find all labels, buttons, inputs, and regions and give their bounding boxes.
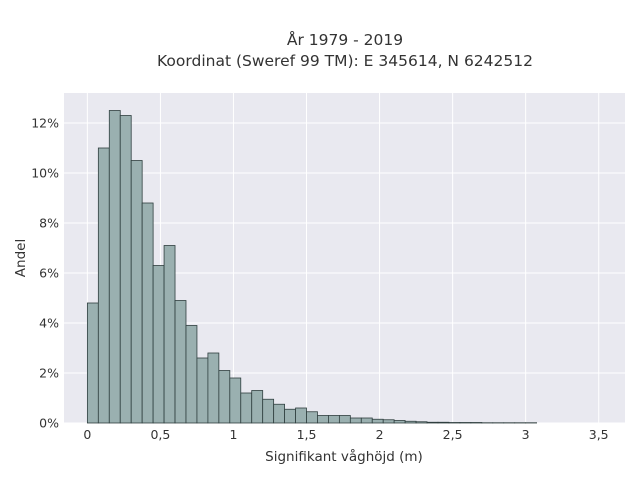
histogram-bar (185, 325, 198, 424)
histogram-bar (152, 265, 165, 424)
histogram-bar (306, 411, 318, 424)
histogram-bar (97, 147, 110, 424)
histogram-bar (196, 357, 209, 424)
x-tick-label: 0,5 (150, 427, 170, 442)
histogram-bar (382, 419, 395, 424)
y-tick-label: 2% (39, 366, 59, 381)
histogram-bar (229, 377, 242, 424)
histogram-bar (349, 417, 362, 424)
x-tick-label: 2 (376, 427, 384, 442)
histogram-bar (130, 160, 143, 424)
histogram-bar (262, 398, 275, 424)
histogram-bar (119, 115, 132, 424)
histogram-bar (371, 418, 384, 424)
histogram-bar (415, 421, 428, 424)
histogram-bar (328, 415, 340, 424)
histogram-bar (86, 302, 99, 424)
x-tick-label: 0 (83, 427, 91, 442)
histogram-bar (360, 417, 373, 424)
histogram-bar (207, 352, 220, 424)
histogram-bar (393, 420, 406, 424)
histogram-bar (163, 245, 176, 424)
x-tick-label: 3,5 (589, 427, 609, 442)
x-axis-ticks: 0 0,5 1 1,5 2 2,5 3 3,5 (83, 427, 608, 442)
histogram-bar (174, 300, 187, 424)
histogram-bars (86, 110, 538, 424)
y-axis-ticks: 0% 2% 4% 6% 8% 10% 12% (31, 116, 59, 431)
histogram-bar (338, 415, 351, 424)
chart-title: År 1979 - 2019 (287, 30, 403, 49)
y-tick-label: 4% (39, 316, 59, 331)
histogram-bar (459, 422, 472, 424)
y-tick-label: 8% (39, 216, 59, 231)
x-axis-label: Signifikant våghöjd (m) (265, 448, 423, 465)
y-tick-label: 0% (39, 416, 59, 431)
x-tick-label: 2,5 (443, 427, 463, 442)
chart-subtitle: Koordinat (Sweref 99 TM): E 345614, N 62… (157, 52, 533, 70)
histogram-bar (437, 421, 450, 424)
y-tick-label: 12% (31, 116, 59, 131)
y-tick-label: 10% (31, 166, 59, 181)
y-axis-label: Andel (13, 239, 29, 277)
histogram-bar (108, 110, 121, 424)
histogram-bar (273, 403, 286, 424)
histogram-bar (218, 370, 231, 424)
histogram-bar (284, 408, 296, 424)
x-tick-label: 1,5 (297, 427, 317, 442)
histogram-bar (426, 421, 439, 424)
histogram-bar (448, 422, 461, 424)
histogram-bar (317, 415, 329, 424)
x-tick-label: 1 (229, 427, 237, 442)
histogram-bar (295, 407, 307, 424)
histogram-bar (251, 390, 264, 424)
y-tick-label: 6% (39, 266, 59, 281)
x-tick-label: 3 (522, 427, 530, 442)
histogram-bar (404, 420, 417, 424)
histogram-bar (141, 202, 154, 424)
histogram-bar (470, 422, 483, 424)
histogram-bar (240, 392, 253, 424)
